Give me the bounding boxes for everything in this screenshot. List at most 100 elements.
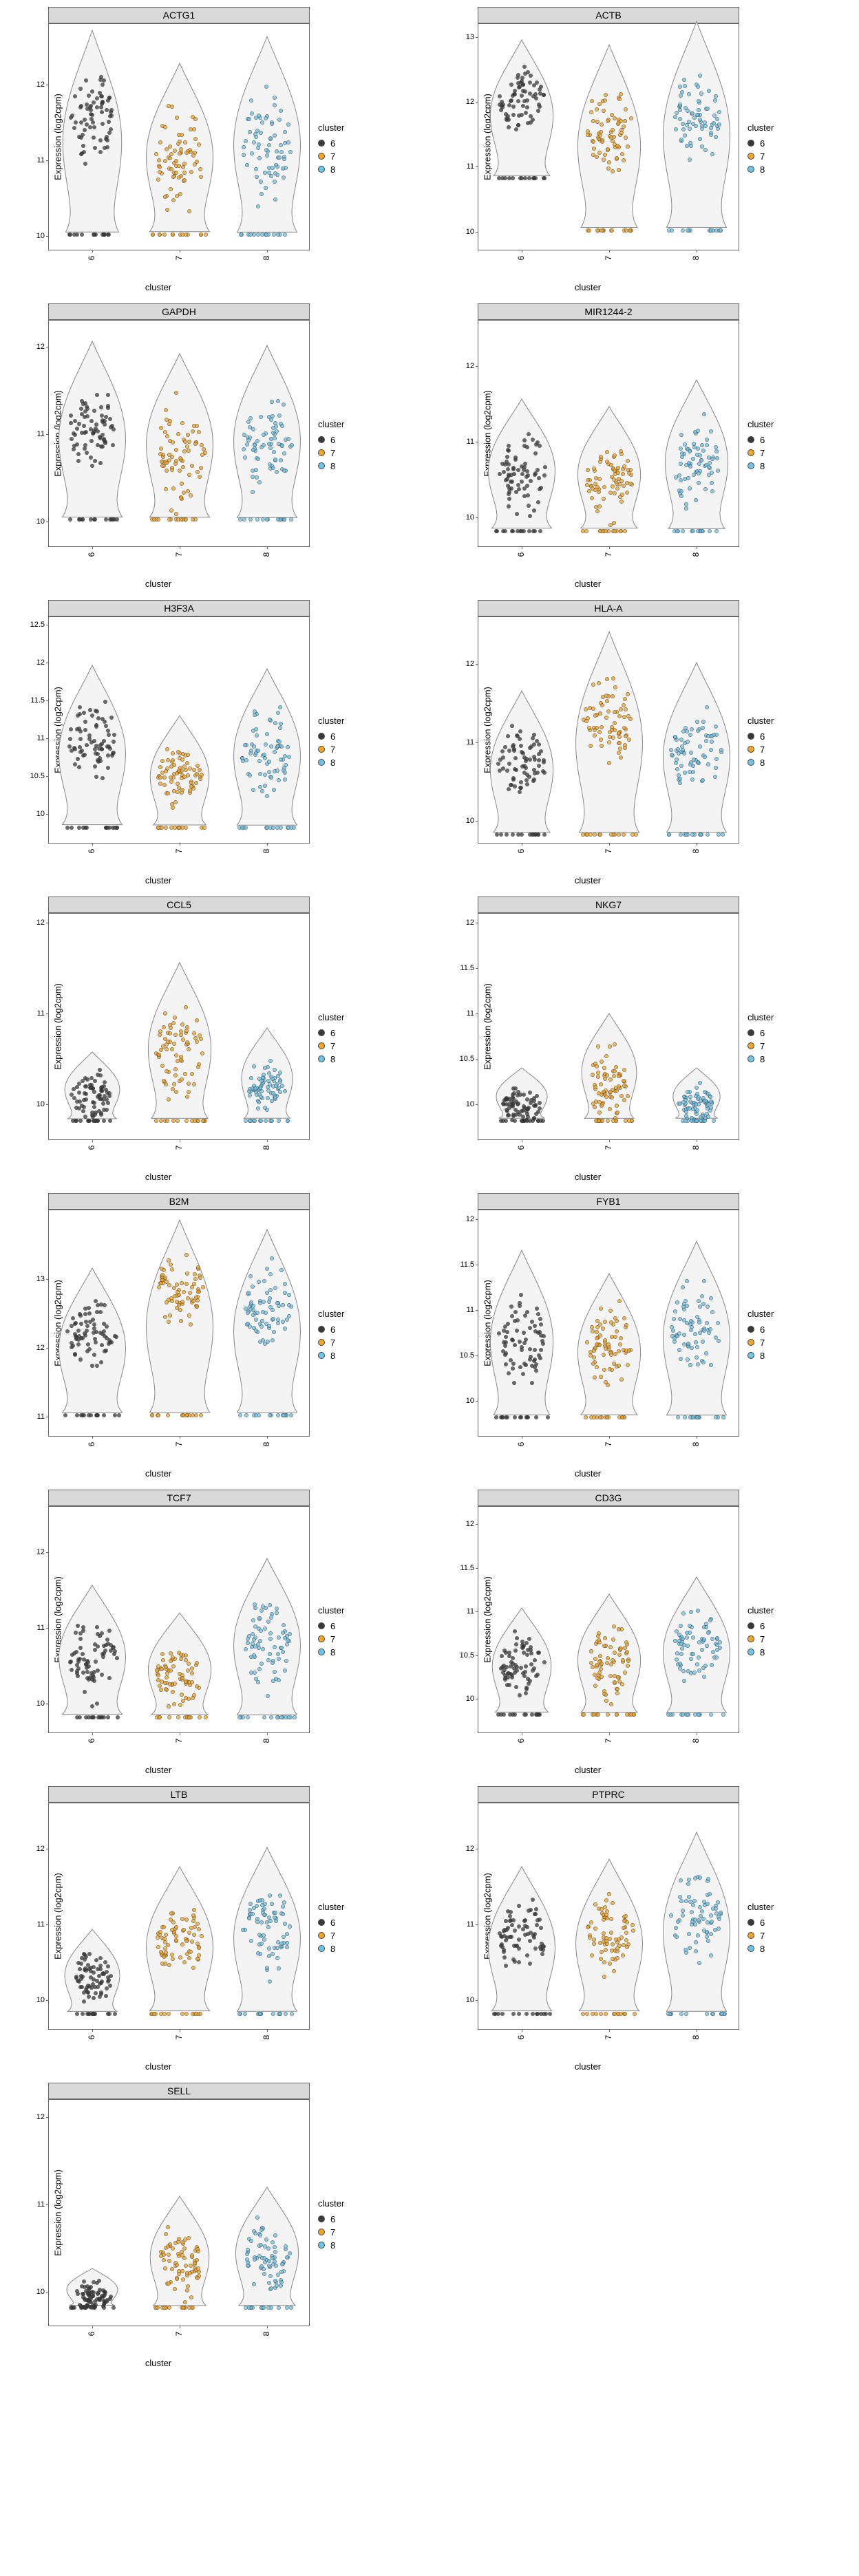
data-point (89, 439, 94, 443)
data-point (248, 773, 252, 777)
data-point (165, 1069, 169, 1073)
data-point (279, 1268, 284, 1272)
data-point (522, 65, 527, 69)
x-tick-label: 7 (604, 2030, 613, 2044)
data-point (201, 1285, 205, 1289)
data-point (106, 406, 110, 410)
panel-B2M: B2MExpression (log2cpm)111213678clusterc… (7, 1193, 423, 1479)
data-point (597, 151, 602, 155)
data-point (102, 1119, 106, 1123)
data-point (184, 517, 188, 522)
legend-dot-icon (318, 1932, 325, 1939)
data-point (204, 233, 208, 237)
data-point (499, 1713, 503, 1717)
data-point (159, 1950, 163, 1954)
data-point (586, 1925, 590, 1929)
data-point (613, 1069, 617, 1073)
data-point (695, 453, 699, 457)
data-point (283, 1327, 287, 1331)
data-point (190, 1119, 194, 1123)
x-tick-label: 8 (262, 2030, 271, 2044)
data-point (519, 744, 523, 748)
data-point (273, 2250, 277, 2254)
data-point (89, 455, 93, 460)
data-point (688, 1946, 692, 1950)
data-point (252, 1064, 256, 1069)
data-point (187, 2236, 191, 2240)
y-tick-label: 11 (21, 1009, 45, 1018)
data-point (106, 729, 110, 733)
data-point (90, 1704, 94, 1708)
data-point (287, 1303, 291, 1307)
data-point (703, 1099, 708, 1103)
x-axis-label: cluster (145, 875, 171, 886)
data-point (169, 826, 173, 830)
data-point (698, 74, 702, 78)
data-point (623, 697, 627, 701)
data-point (166, 2225, 170, 2229)
data-point (717, 110, 721, 114)
data-point (504, 1919, 508, 1923)
data-point (538, 1918, 542, 1922)
data-point (704, 1351, 708, 1355)
data-point (714, 1415, 718, 1419)
data-point (266, 1088, 271, 1093)
data-point (538, 487, 542, 491)
data-point (688, 141, 692, 145)
data-point (689, 1657, 693, 1661)
data-point (703, 1119, 707, 1123)
data-point (249, 2239, 253, 2243)
data-point (526, 1932, 530, 1936)
data-point (193, 1272, 197, 1276)
data-point (108, 417, 112, 421)
data-point (538, 1356, 542, 1360)
data-point (259, 415, 263, 419)
legend-dot-icon (747, 1635, 754, 1642)
data-point (706, 1305, 710, 1309)
data-point (510, 1923, 514, 1927)
data-point (115, 826, 119, 830)
data-point (605, 460, 609, 464)
data-point (709, 1932, 713, 1936)
data-point (690, 1325, 694, 1329)
data-point (249, 1671, 253, 1675)
legend-dot-icon (318, 2229, 325, 2235)
data-point (88, 708, 92, 712)
data-point (93, 764, 97, 769)
data-point (626, 692, 630, 696)
data-point (94, 1991, 98, 1995)
data-point (585, 483, 589, 487)
legend-dot-icon (318, 1339, 325, 1346)
data-point (267, 1946, 271, 1951)
data-point (196, 1265, 200, 1269)
data-point (522, 1331, 526, 1335)
data-point (710, 489, 714, 493)
data-point (96, 1644, 100, 1649)
data-point (192, 127, 196, 131)
data-point (168, 1313, 172, 1318)
data-point (602, 497, 606, 501)
data-point (259, 1119, 263, 1123)
data-point (272, 450, 276, 454)
data-point (611, 1957, 615, 1961)
data-point (87, 94, 91, 98)
data-point (187, 1931, 191, 1935)
panel-H3F3A: H3F3AExpression (log2cpm)1010.51111.5121… (7, 600, 423, 886)
x-tick-label: 6 (87, 2327, 96, 2341)
data-point (99, 105, 103, 109)
data-point (251, 469, 255, 473)
data-point (195, 1922, 200, 1926)
y-tick-label: 12 (21, 343, 45, 351)
data-point (536, 1110, 540, 1114)
y-tick-label: 11 (451, 1607, 474, 1616)
data-point (255, 733, 259, 738)
data-point (78, 737, 83, 741)
y-tick-label: 10 (451, 1996, 474, 2004)
data-point (688, 127, 692, 131)
data-point (92, 1965, 96, 1969)
data-point (701, 449, 706, 453)
y-tick-label: 11 (451, 1920, 474, 1929)
legend-dot-icon (747, 1029, 754, 1036)
data-point (264, 1606, 268, 1610)
legend-label: 6 (760, 138, 765, 149)
